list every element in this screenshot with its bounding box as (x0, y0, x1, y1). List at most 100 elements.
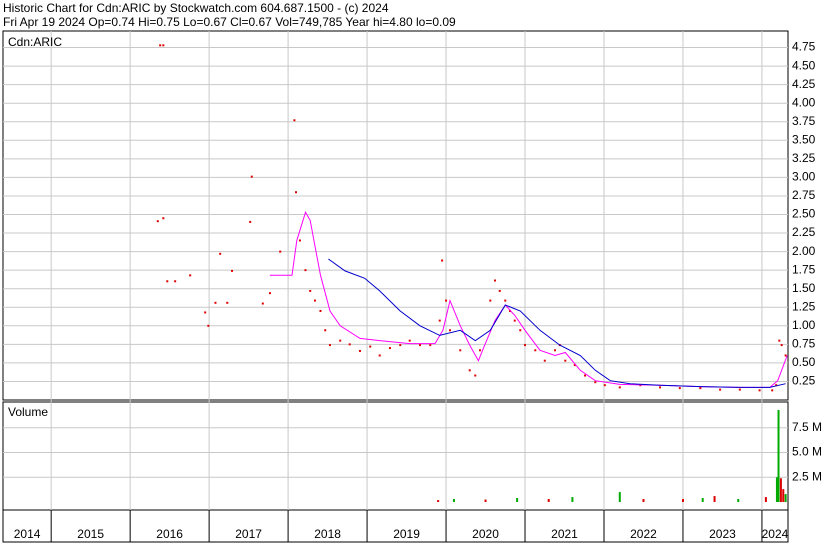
price-dot (678, 387, 681, 390)
chart-title: Historic Chart for Cdn:ARIC by Stockwatc… (3, 1, 389, 15)
volume-panel-label: Volume (8, 405, 48, 419)
price-dot (339, 339, 342, 342)
y-tick-label: 2.75 (792, 188, 816, 202)
y-tick-label: 0.25 (792, 374, 816, 388)
price-dot (250, 175, 253, 178)
price-dot (399, 344, 402, 347)
price-dot (174, 280, 177, 283)
volume-bar (775, 477, 778, 502)
price-dot (279, 250, 282, 253)
volume-tick-label: 2.5 M (792, 469, 822, 483)
price-dot (189, 274, 192, 277)
price-dot (738, 388, 741, 391)
price-dot (418, 344, 421, 347)
moving-average-line (328, 258, 786, 388)
price-dot (429, 344, 432, 347)
y-tick-label: 1.50 (792, 281, 816, 295)
y-tick-label: 1.00 (792, 318, 816, 332)
price-dot (319, 309, 322, 312)
x-tick-label: 2014 (14, 527, 41, 541)
price-dot (504, 299, 507, 302)
y-tick-label: 3.75 (792, 114, 816, 128)
volume-bar (452, 499, 455, 502)
price-dot (543, 359, 546, 362)
volume-bar (701, 498, 704, 502)
price-dot (304, 269, 307, 272)
volume-bar (764, 497, 767, 502)
x-tick-label: 2024 (762, 527, 789, 541)
moving-average-line (269, 211, 788, 388)
price-dot (159, 44, 162, 47)
price-dot (584, 374, 587, 377)
price-dot (162, 217, 165, 220)
price-dot (489, 299, 492, 302)
price-dot (219, 252, 222, 255)
price-dot (573, 364, 576, 367)
y-tick-label: 4.00 (792, 95, 816, 109)
volume-bar (642, 499, 645, 502)
price-dot (441, 259, 444, 262)
price-dot (388, 347, 391, 350)
price-dot (204, 311, 207, 314)
price-dot (268, 292, 271, 295)
price-dot (445, 299, 448, 302)
x-tick-label: 2017 (235, 527, 262, 541)
volume-bar (784, 494, 787, 502)
y-tick-label: 3.50 (792, 132, 816, 146)
price-dot (699, 387, 702, 390)
price-dot (459, 349, 462, 352)
price-dot (519, 329, 522, 332)
price-dot (554, 349, 557, 352)
price-dot (594, 381, 597, 384)
x-tick-label: 2020 (472, 527, 499, 541)
y-tick-label: 1.75 (792, 262, 816, 276)
price-dot (524, 344, 527, 347)
price-dot (298, 239, 301, 242)
price-dot (328, 344, 331, 347)
price-dot (166, 280, 169, 283)
x-tick-label: 2019 (393, 527, 420, 541)
price-dot (775, 384, 778, 387)
price-dot (564, 359, 567, 362)
x-tick-label: 2023 (709, 527, 736, 541)
volume-bar (737, 499, 740, 502)
y-tick-label: 3.00 (792, 170, 816, 184)
price-dot (293, 119, 296, 122)
price-dot (162, 44, 165, 47)
volume-bar (782, 489, 785, 502)
volume-bar (516, 498, 519, 502)
price-dot (719, 388, 722, 391)
volume-panel (2, 401, 789, 511)
price-dot (498, 289, 501, 292)
volume-tick-label: 7.5 M (792, 420, 822, 434)
x-tick-label: 2021 (551, 527, 578, 541)
volume-bar (713, 496, 716, 502)
price-panel-label: Cdn:ARIC (8, 35, 62, 49)
y-tick-label: 2.50 (792, 207, 816, 221)
volume-bar (779, 478, 782, 502)
price-dot (778, 339, 781, 342)
price-dot (156, 220, 159, 223)
volume-bar (777, 409, 780, 502)
price-dot (226, 301, 229, 304)
price-dot (780, 344, 783, 347)
price-dot (479, 349, 482, 352)
y-tick-label: 4.75 (792, 40, 816, 54)
grid-layer: 0.25 0.50 0.75 1.00 1.25 1.50 1.75 2.00 2.25 2.50… (3, 31, 822, 542)
price-dot (231, 269, 234, 272)
y-tick-label: 4.50 (792, 58, 816, 72)
x-axis-strip (2, 509, 789, 543)
price-dot (603, 384, 606, 387)
chart-subtitle: Fri Apr 19 2024 Op=0.74 Hi=0.75 Lo=0.67 … (3, 15, 456, 29)
price-dot (214, 301, 217, 304)
volume-bar (547, 499, 550, 502)
volume-bar (571, 497, 574, 502)
x-tick-label: 2015 (77, 527, 104, 541)
price-dot (659, 386, 662, 389)
price-dot (378, 354, 381, 357)
y-tick-label: 0.75 (792, 337, 816, 351)
price-dot (513, 319, 516, 322)
volume-bar (681, 499, 684, 502)
y-tick-label: 2.00 (792, 244, 816, 258)
y-tick-label: 3.25 (792, 151, 816, 165)
